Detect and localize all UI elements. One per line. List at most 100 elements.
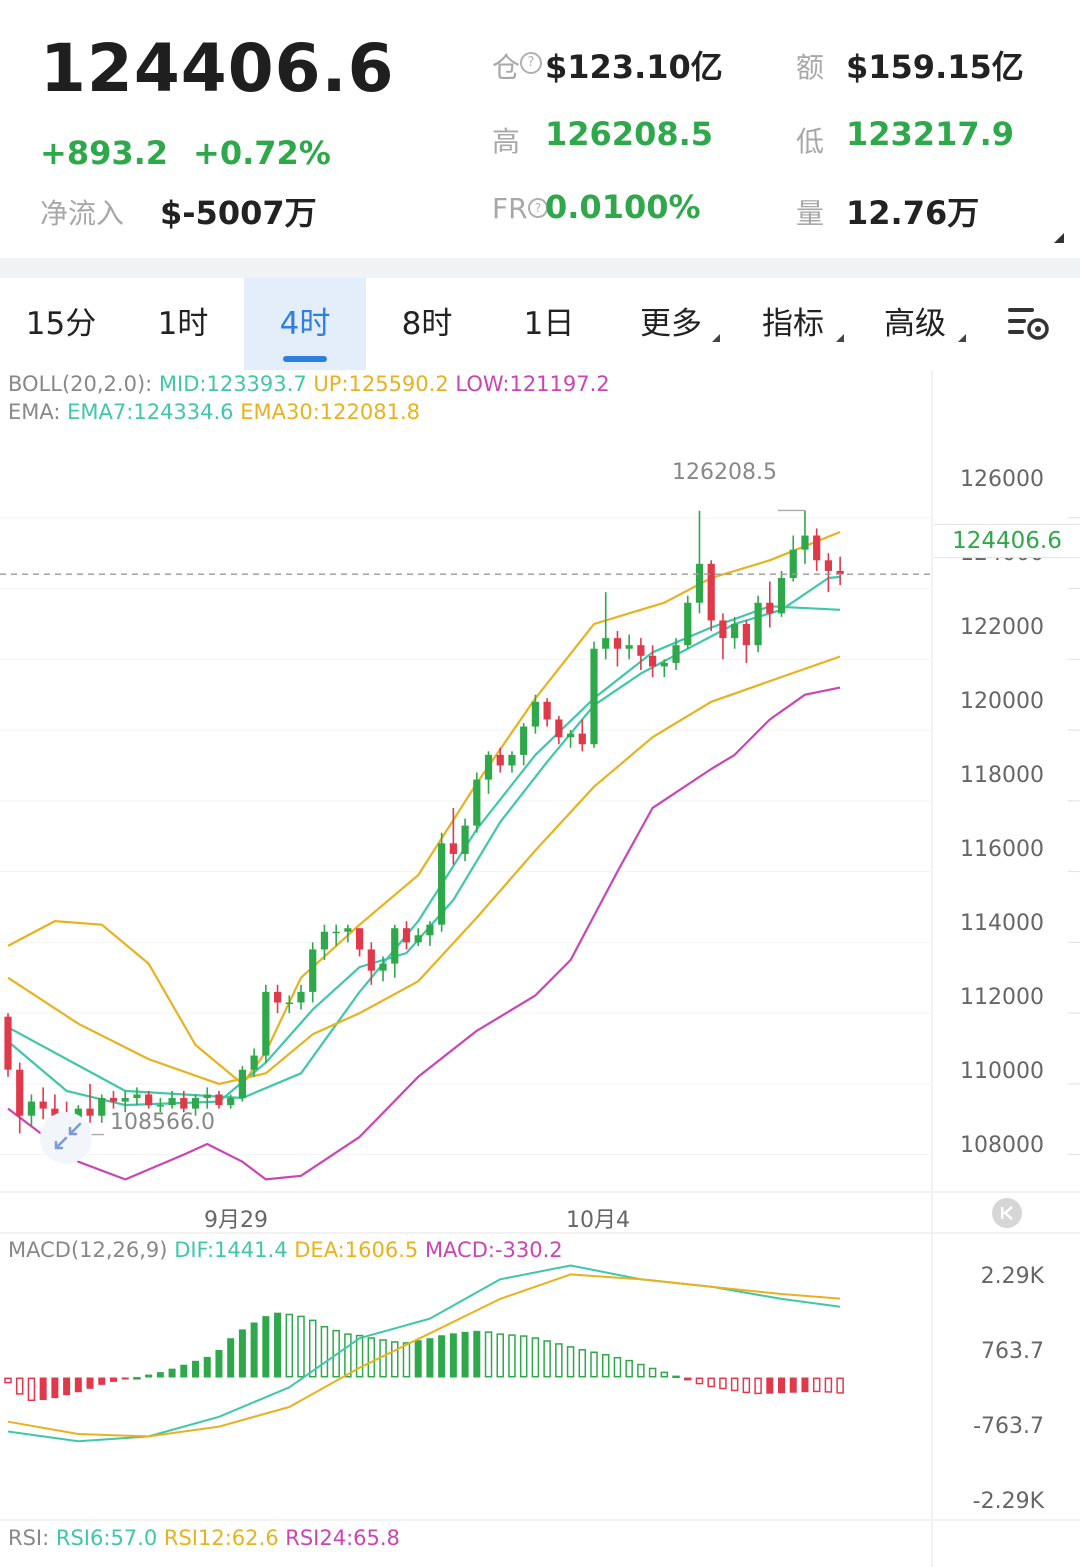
candle-body	[754, 602, 762, 646]
tab-15m[interactable]: 15分	[25, 306, 97, 342]
macd-bar	[484, 1331, 493, 1378]
candle-body	[508, 754, 516, 766]
question-circle-icon[interactable]: ?	[520, 52, 542, 74]
ema30-value: EMA30:122081.8	[240, 400, 420, 424]
candle-body	[145, 1094, 153, 1106]
candle-body	[262, 991, 270, 1056]
macd-bar	[531, 1337, 540, 1378]
macd-bar	[285, 1313, 294, 1378]
candle-body	[39, 1101, 47, 1109]
rsi6-value: RSI6:57.0	[55, 1526, 158, 1550]
macd-bar	[672, 1375, 680, 1379]
candle-body	[695, 563, 704, 603]
macd-bar	[238, 1329, 246, 1378]
macd-bar	[824, 1377, 833, 1393]
macd-bar	[308, 1319, 317, 1378]
tab-1d[interactable]: 1日	[523, 306, 575, 342]
candle-body	[51, 1108, 59, 1116]
macd-y-tick: 2.29K	[980, 1264, 1044, 1289]
candle-body	[836, 570, 844, 575]
low-marker-label: 108566.0	[110, 1110, 215, 1135]
tab-more[interactable]: 更多	[610, 278, 732, 370]
tab-advanced[interactable]: 高级	[854, 278, 976, 370]
macd-bar	[555, 1343, 563, 1378]
candle-body	[27, 1101, 36, 1116]
chart-settings-icon[interactable]	[1006, 304, 1052, 344]
last-price: 124406.6	[40, 30, 395, 107]
open-interest-label: 仓	[492, 51, 521, 84]
candle-body	[438, 843, 446, 925]
macd-bar	[39, 1377, 47, 1401]
high-value: 126208.5	[545, 115, 714, 153]
boll-legend: BOLL(20,2.0): MID:123393.7 UP:125590.2 L…	[8, 372, 610, 396]
open-interest-value: $123.10亿	[545, 48, 723, 86]
candle-body	[180, 1098, 188, 1109]
skip-back-icon	[1001, 1206, 1013, 1220]
macd-bar	[648, 1367, 657, 1378]
y-tick: 126000	[960, 467, 1044, 492]
macd-bar	[367, 1337, 376, 1378]
zoom-reset-button[interactable]	[40, 1112, 92, 1164]
series-line-mid	[7, 605, 841, 1100]
ticker-header: 124406.6 +893.2 +0.72% 净流入 $-5007万 仓 ? $…	[0, 0, 1080, 258]
candle-body	[156, 1105, 164, 1107]
candle-body	[637, 645, 645, 656]
macd-bar	[719, 1377, 727, 1390]
candle-body	[566, 733, 575, 738]
macd-bar	[449, 1333, 457, 1378]
jump-to-latest-button[interactable]	[992, 1198, 1022, 1228]
tab-8h[interactable]: 8时	[401, 306, 453, 342]
macd-bar	[133, 1377, 141, 1380]
macd-bar	[391, 1341, 399, 1378]
candle-body	[86, 1108, 94, 1116]
tab-1h[interactable]: 1时	[157, 306, 209, 342]
y-tick: 118000	[960, 763, 1044, 788]
tab-indicators[interactable]: 指标	[732, 278, 854, 370]
candle-body	[285, 1002, 293, 1004]
macd-bar	[508, 1334, 516, 1378]
series-line-up	[7, 530, 841, 1086]
candle-body	[227, 1098, 235, 1106]
boll-low: LOW:121197.2	[455, 372, 610, 396]
low-value: 123217.9	[846, 115, 1015, 153]
candle-body	[719, 620, 727, 639]
candle-body	[684, 602, 692, 646]
macd-y-tick: -763.7	[973, 1414, 1044, 1439]
macd-bar	[192, 1360, 200, 1378]
volume-label: 量	[796, 197, 825, 230]
y-tick: 110000	[960, 1059, 1044, 1084]
candle-body	[789, 549, 797, 578]
collapse-arrows-icon	[54, 1122, 82, 1150]
question-circle-icon[interactable]: ?	[528, 198, 548, 218]
high-marker-label: 126208.5	[672, 460, 777, 485]
macd-bar	[836, 1377, 844, 1394]
macd-bar	[156, 1372, 164, 1378]
macd-bar	[203, 1356, 211, 1378]
macd-bar	[766, 1377, 774, 1394]
candle-body	[813, 535, 821, 561]
y-tick: 120000	[960, 689, 1044, 714]
corner-triangle-icon[interactable]	[1054, 233, 1064, 243]
macd-bar	[227, 1338, 235, 1378]
candle-body	[332, 931, 340, 934]
y-tick: 122000	[960, 615, 1044, 640]
price-change-pct: +0.72%	[193, 134, 331, 172]
macd-bar	[250, 1322, 258, 1378]
macd-bar	[426, 1338, 434, 1378]
macd-value: MACD:-330.2	[424, 1238, 563, 1262]
candle-body	[660, 662, 668, 667]
macd-bar	[15, 1377, 24, 1395]
macd-y-tick: -2.29K	[972, 1489, 1044, 1514]
candle-body	[367, 949, 375, 971]
candle-body	[215, 1094, 223, 1106]
amount-label: 额	[796, 51, 825, 84]
macd-dif-line	[7, 1264, 841, 1443]
tab-4h[interactable]: 4时	[244, 278, 366, 370]
low-label: 低	[796, 125, 825, 158]
series-line-low	[7, 686, 841, 1181]
dropdown-triangle-icon	[712, 334, 720, 342]
candle-body	[766, 602, 774, 614]
candle-body	[391, 928, 399, 964]
price-change: +893.2	[40, 134, 169, 172]
